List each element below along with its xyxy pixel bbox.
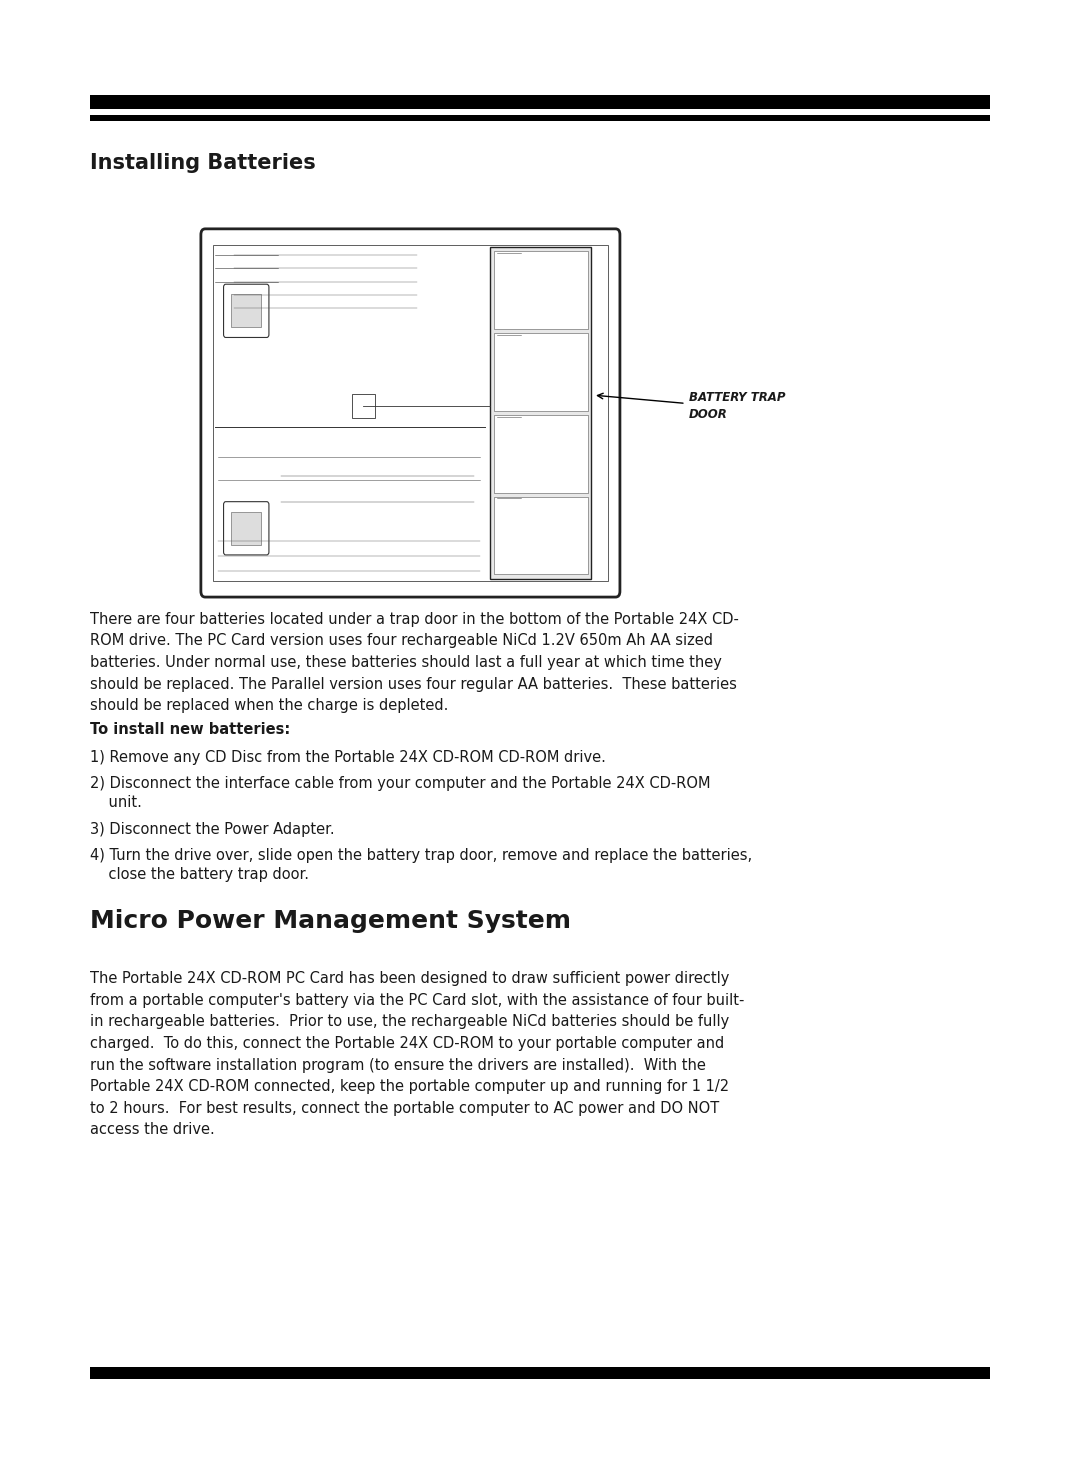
Bar — [494, 497, 588, 575]
Bar — [494, 415, 588, 493]
Text: 2) Disconnect the interface cable from your computer and the Portable 24X CD-ROM: 2) Disconnect the interface cable from y… — [90, 776, 711, 791]
Text: 1) Remove any CD Disc from the Portable 24X CD-ROM CD-ROM drive.: 1) Remove any CD Disc from the Portable … — [90, 750, 606, 764]
FancyBboxPatch shape — [224, 285, 269, 337]
Text: To install new batteries:: To install new batteries: — [90, 722, 289, 736]
Bar — [490, 246, 591, 579]
Text: The Portable 24X CD-ROM PC Card has been designed to draw sufficient power direc: The Portable 24X CD-ROM PC Card has been… — [90, 971, 744, 1137]
FancyBboxPatch shape — [201, 229, 620, 597]
Bar — [494, 333, 588, 411]
Text: 4) Turn the drive over, slide open the battery trap door, remove and replace the: 4) Turn the drive over, slide open the b… — [90, 848, 752, 863]
Bar — [231, 512, 261, 544]
Text: 3) Disconnect the Power Adapter.: 3) Disconnect the Power Adapter. — [90, 822, 335, 836]
Text: close the battery trap door.: close the battery trap door. — [90, 867, 309, 882]
Text: There are four batteries located under a trap door in the bottom of the Portable: There are four batteries located under a… — [90, 612, 739, 713]
Text: Micro Power Management System: Micro Power Management System — [90, 910, 570, 933]
Bar — [494, 251, 588, 329]
Bar — [90, 1367, 990, 1379]
Bar — [231, 295, 261, 327]
Text: BATTERY TRAP
DOOR: BATTERY TRAP DOOR — [689, 392, 785, 421]
Text: Installing Batteries: Installing Batteries — [90, 153, 315, 173]
Text: unit.: unit. — [90, 795, 141, 810]
Bar — [352, 395, 376, 418]
Bar — [90, 95, 990, 110]
Bar — [90, 114, 990, 120]
FancyBboxPatch shape — [224, 502, 269, 555]
